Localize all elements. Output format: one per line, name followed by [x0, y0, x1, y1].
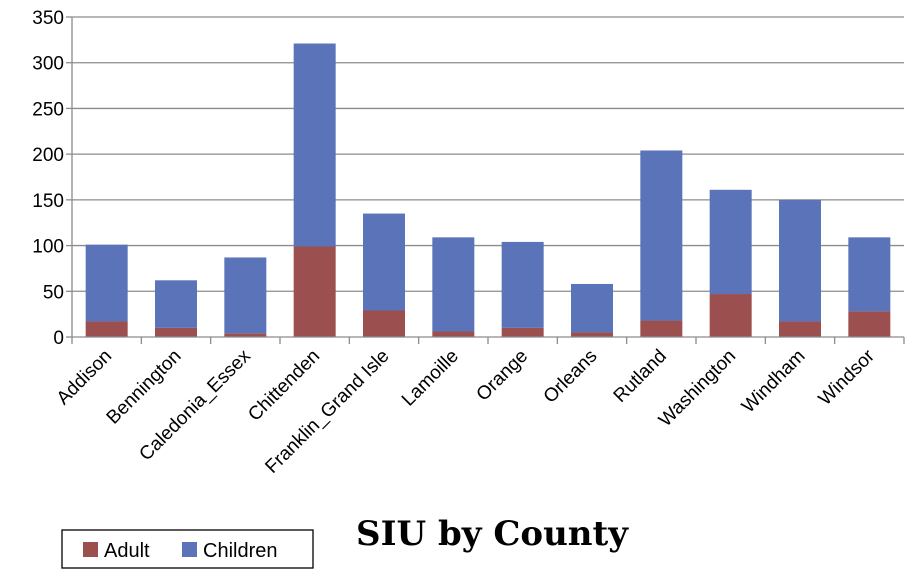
x-tick-label: Orange — [473, 346, 533, 406]
bar-children-chittenden — [293, 43, 336, 247]
bars — [85, 43, 891, 337]
bar-adult-windsor — [848, 311, 891, 337]
x-tick-label: Rutland — [610, 346, 671, 407]
y-tick-label: 0 — [53, 328, 64, 349]
bar-adult-franklin-grand-isle — [363, 310, 405, 337]
x-tick-labels: AddisonBenningtonCaledonia_EssexChittend… — [53, 345, 880, 478]
legend-label-children: Children — [203, 540, 277, 562]
legend: Adult Children — [61, 529, 314, 569]
x-tick-label: Addison — [53, 346, 116, 409]
bar-children-orange — [501, 241, 544, 328]
y-tick-label: 350 — [32, 8, 64, 29]
legend-swatch-adult — [83, 542, 98, 557]
y-tick-label: 250 — [32, 99, 64, 120]
x-tick-label: Windham — [738, 346, 810, 418]
bar-adult-windham — [779, 321, 821, 337]
bar-children-bennington — [155, 280, 197, 328]
bar-children-addison — [85, 244, 128, 322]
bar-children-windham — [779, 199, 821, 322]
bar-adult-caledonia-essex — [224, 333, 267, 337]
bar-children-caledonia-essex — [224, 257, 267, 334]
bar-adult-bennington — [155, 327, 197, 337]
y-tick-labels: 0 50 100 150 200 250 300 350 — [32, 8, 64, 349]
x-tick-label: Windsor — [815, 345, 880, 410]
gridlines — [66, 16, 904, 338]
bar-children-rutland — [640, 150, 683, 321]
x-tick-label: Franklin_Grand Isle — [261, 346, 393, 478]
y-tick-label: 200 — [32, 145, 64, 166]
bar-adult-lamoille — [432, 331, 475, 337]
x-tick-label: Orleans — [540, 346, 602, 408]
chart-title: SIU by County — [356, 514, 629, 554]
y-tick-label: 300 — [32, 54, 64, 75]
bar-adult-orleans — [571, 332, 613, 337]
axes — [71, 17, 905, 344]
bar-adult-addison — [85, 321, 128, 337]
legend-swatch-children — [182, 542, 197, 557]
y-tick-label: 100 — [32, 237, 64, 258]
y-tick-label: 150 — [32, 191, 64, 212]
bar-children-orleans — [571, 283, 613, 333]
bar-adult-washington — [709, 294, 752, 337]
bar-adult-chittenden — [293, 246, 336, 337]
bar-children-franklin-grand-isle — [363, 213, 405, 311]
bar-adult-rutland — [640, 320, 683, 337]
legend-label-adult: Adult — [104, 540, 150, 562]
x-tick-label: Lamoille — [398, 346, 463, 411]
bar-adult-orange — [501, 327, 544, 337]
y-tick-label: 50 — [43, 282, 64, 303]
bar-children-washington — [709, 189, 752, 295]
bar-children-windsor — [848, 237, 891, 312]
bar-children-lamoille — [432, 237, 475, 332]
